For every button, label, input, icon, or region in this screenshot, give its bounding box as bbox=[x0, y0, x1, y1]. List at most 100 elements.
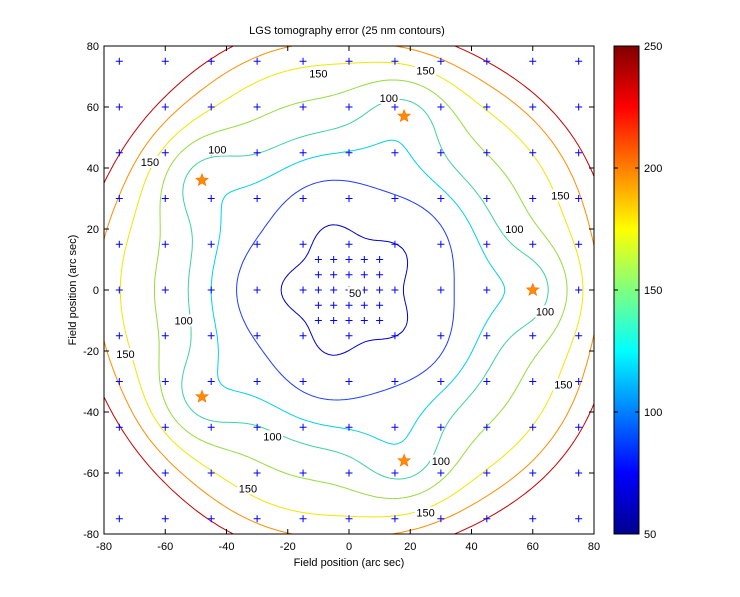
contour-label-background bbox=[503, 223, 526, 235]
contour-label: 100 bbox=[505, 224, 523, 236]
colorbar-ticks: 50 100 150 200 250 bbox=[614, 41, 662, 541]
grid-marker bbox=[391, 149, 399, 157]
grid-marker bbox=[207, 57, 215, 65]
x-tick: 80 bbox=[588, 46, 600, 553]
x-tick-label: 80 bbox=[588, 541, 600, 553]
chart-title: LGS tomography error (25 nm contours) bbox=[249, 25, 445, 37]
y-tick-label: -40 bbox=[83, 407, 99, 419]
x-axis-ticks: -80 -60 -40 -20 0 20 40 60 80 bbox=[96, 46, 600, 553]
grid-marker bbox=[207, 378, 215, 385]
grid-marker bbox=[437, 378, 445, 385]
x-tick: 0 bbox=[346, 46, 352, 553]
grid-marker bbox=[437, 195, 445, 202]
grid-marker bbox=[115, 240, 123, 248]
grid-marker bbox=[207, 103, 215, 111]
grid-marker bbox=[299, 378, 307, 385]
y-axis-ticks: -80 -60 -40 -20 0 20 40 60 80 bbox=[83, 41, 594, 541]
grid-marker bbox=[115, 103, 123, 111]
inner-grid-marker bbox=[330, 286, 338, 294]
grid-marker bbox=[115, 423, 123, 431]
grid-marker bbox=[483, 286, 491, 294]
grid-marker bbox=[575, 286, 583, 294]
contour-level-175 bbox=[119, 61, 584, 518]
grid-marker bbox=[207, 195, 215, 202]
inner-grid-marker bbox=[360, 271, 368, 279]
grid-marker bbox=[575, 378, 583, 385]
grid-marker bbox=[575, 149, 583, 157]
grid-marker bbox=[483, 332, 491, 340]
contour-label-background bbox=[139, 155, 161, 168]
grid-marker bbox=[483, 195, 491, 202]
inner-grid-marker bbox=[376, 317, 384, 324]
grid-marker bbox=[207, 515, 215, 523]
grid-marker bbox=[391, 515, 399, 523]
plot-area: 150 150 100 100 150 150 100 50 100 100 150 150 100 10… bbox=[83, 41, 600, 553]
grid-marker bbox=[345, 103, 353, 111]
y-tick-label: 0 bbox=[93, 285, 99, 297]
contour-label: 150 bbox=[239, 483, 257, 495]
lgs-star-markers bbox=[195, 108, 540, 467]
contour-label-background bbox=[237, 482, 259, 495]
contour-label: 150 bbox=[141, 157, 159, 169]
colorbar-tick: 200 bbox=[614, 163, 662, 175]
grid-marker bbox=[161, 240, 169, 248]
inner-grid-marker bbox=[360, 256, 368, 263]
x-tick-label: 40 bbox=[465, 541, 477, 553]
grid-marker bbox=[437, 515, 445, 523]
contour-label: 100 bbox=[536, 306, 554, 318]
contour-label: 100 bbox=[208, 145, 226, 157]
y-tick-label: 60 bbox=[87, 102, 99, 114]
contour-label: 150 bbox=[116, 349, 134, 361]
grid-marker bbox=[529, 378, 537, 385]
y-tick: 0 bbox=[93, 285, 594, 297]
grid-marker bbox=[575, 332, 583, 340]
contour-label: 150 bbox=[551, 190, 569, 202]
y-tick-label: -80 bbox=[83, 529, 99, 541]
grid-marker bbox=[529, 195, 537, 202]
grid-marker bbox=[253, 57, 261, 65]
lgs-star bbox=[195, 172, 209, 187]
grid-marker bbox=[529, 423, 537, 431]
grid-marker bbox=[529, 149, 537, 157]
x-tick-label: -40 bbox=[219, 541, 235, 553]
lgs-star bbox=[525, 282, 540, 296]
colorbar: 50 100 150 200 250 bbox=[613, 41, 662, 541]
y-tick: 20 bbox=[87, 224, 594, 236]
grid-marker bbox=[575, 469, 583, 477]
contour-label: 100 bbox=[174, 316, 192, 328]
grid-marker bbox=[345, 423, 353, 431]
grid-marker bbox=[345, 240, 353, 248]
grid-marker bbox=[161, 469, 169, 477]
inner-grid-marker bbox=[345, 317, 353, 324]
grid-marker bbox=[253, 240, 261, 248]
grid-marker bbox=[161, 332, 169, 340]
grid-marker bbox=[391, 332, 399, 340]
colorbar-tick: 250 bbox=[614, 41, 662, 53]
grid-marker bbox=[437, 103, 445, 111]
x-tick: 60 bbox=[527, 46, 539, 553]
grid-marker bbox=[391, 103, 399, 111]
inner-grid-marker bbox=[314, 271, 322, 279]
inner-grid-marker bbox=[376, 271, 384, 279]
grid-marker bbox=[253, 332, 261, 340]
grid-marker bbox=[207, 423, 215, 431]
inner-grid-marker bbox=[360, 317, 368, 324]
inner-grid-marker bbox=[376, 301, 384, 309]
contour-label-background bbox=[172, 314, 195, 327]
grid-marker bbox=[115, 286, 123, 294]
grid-marker bbox=[575, 423, 583, 431]
grid-marker bbox=[299, 423, 307, 431]
contour-lines bbox=[104, 46, 594, 534]
inner-grid-marker bbox=[314, 317, 322, 324]
contour-labels: 150 150 100 100 150 150 100 50 100 100 150 150 100 10… bbox=[114, 64, 575, 520]
grid-marker bbox=[529, 240, 537, 248]
grid-marker bbox=[299, 195, 307, 202]
grid-marker bbox=[161, 195, 169, 202]
colorbar-gradient bbox=[613, 45, 640, 535]
x-tick: -80 bbox=[96, 46, 112, 553]
grid-marker bbox=[483, 469, 491, 477]
grid-marker bbox=[391, 423, 399, 431]
x-tick-label: 60 bbox=[527, 541, 539, 553]
contour-label-background bbox=[549, 189, 572, 202]
